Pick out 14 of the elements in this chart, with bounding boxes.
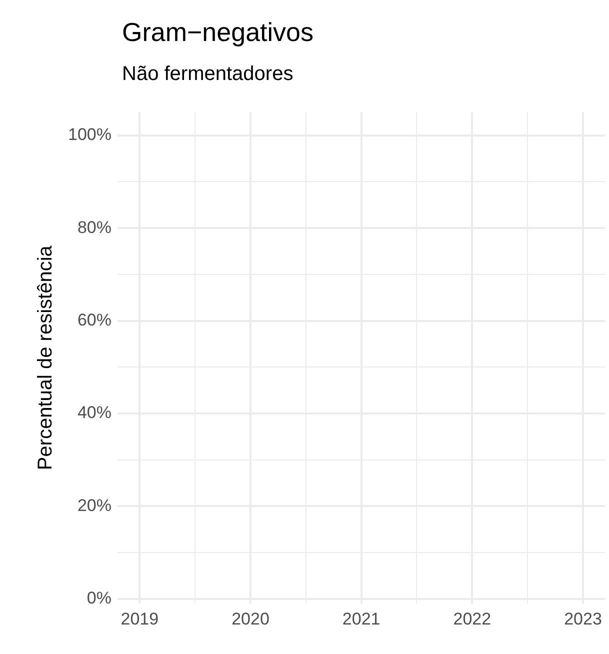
x-tick-label: 2021: [342, 609, 380, 628]
x-tick-label: 2020: [232, 609, 270, 628]
x-tick-label: 2023: [564, 609, 602, 628]
y-tick-label: 20%: [77, 496, 112, 515]
y-tick-label: 100%: [68, 125, 112, 144]
x-tick-label: 2019: [120, 609, 159, 628]
y-axis-title: Percentual de resistência: [34, 244, 57, 470]
x-tick-label: 2022: [453, 609, 492, 628]
chart-title: Gram−negativos: [122, 16, 314, 48]
y-tick-label: 0%: [86, 588, 112, 608]
y-tick-label: 60%: [77, 310, 112, 330]
y-tick-label: 80%: [77, 218, 112, 237]
y-tick-label: 40%: [77, 403, 112, 422]
chart-subtitle: Não fermentadores: [122, 62, 294, 87]
